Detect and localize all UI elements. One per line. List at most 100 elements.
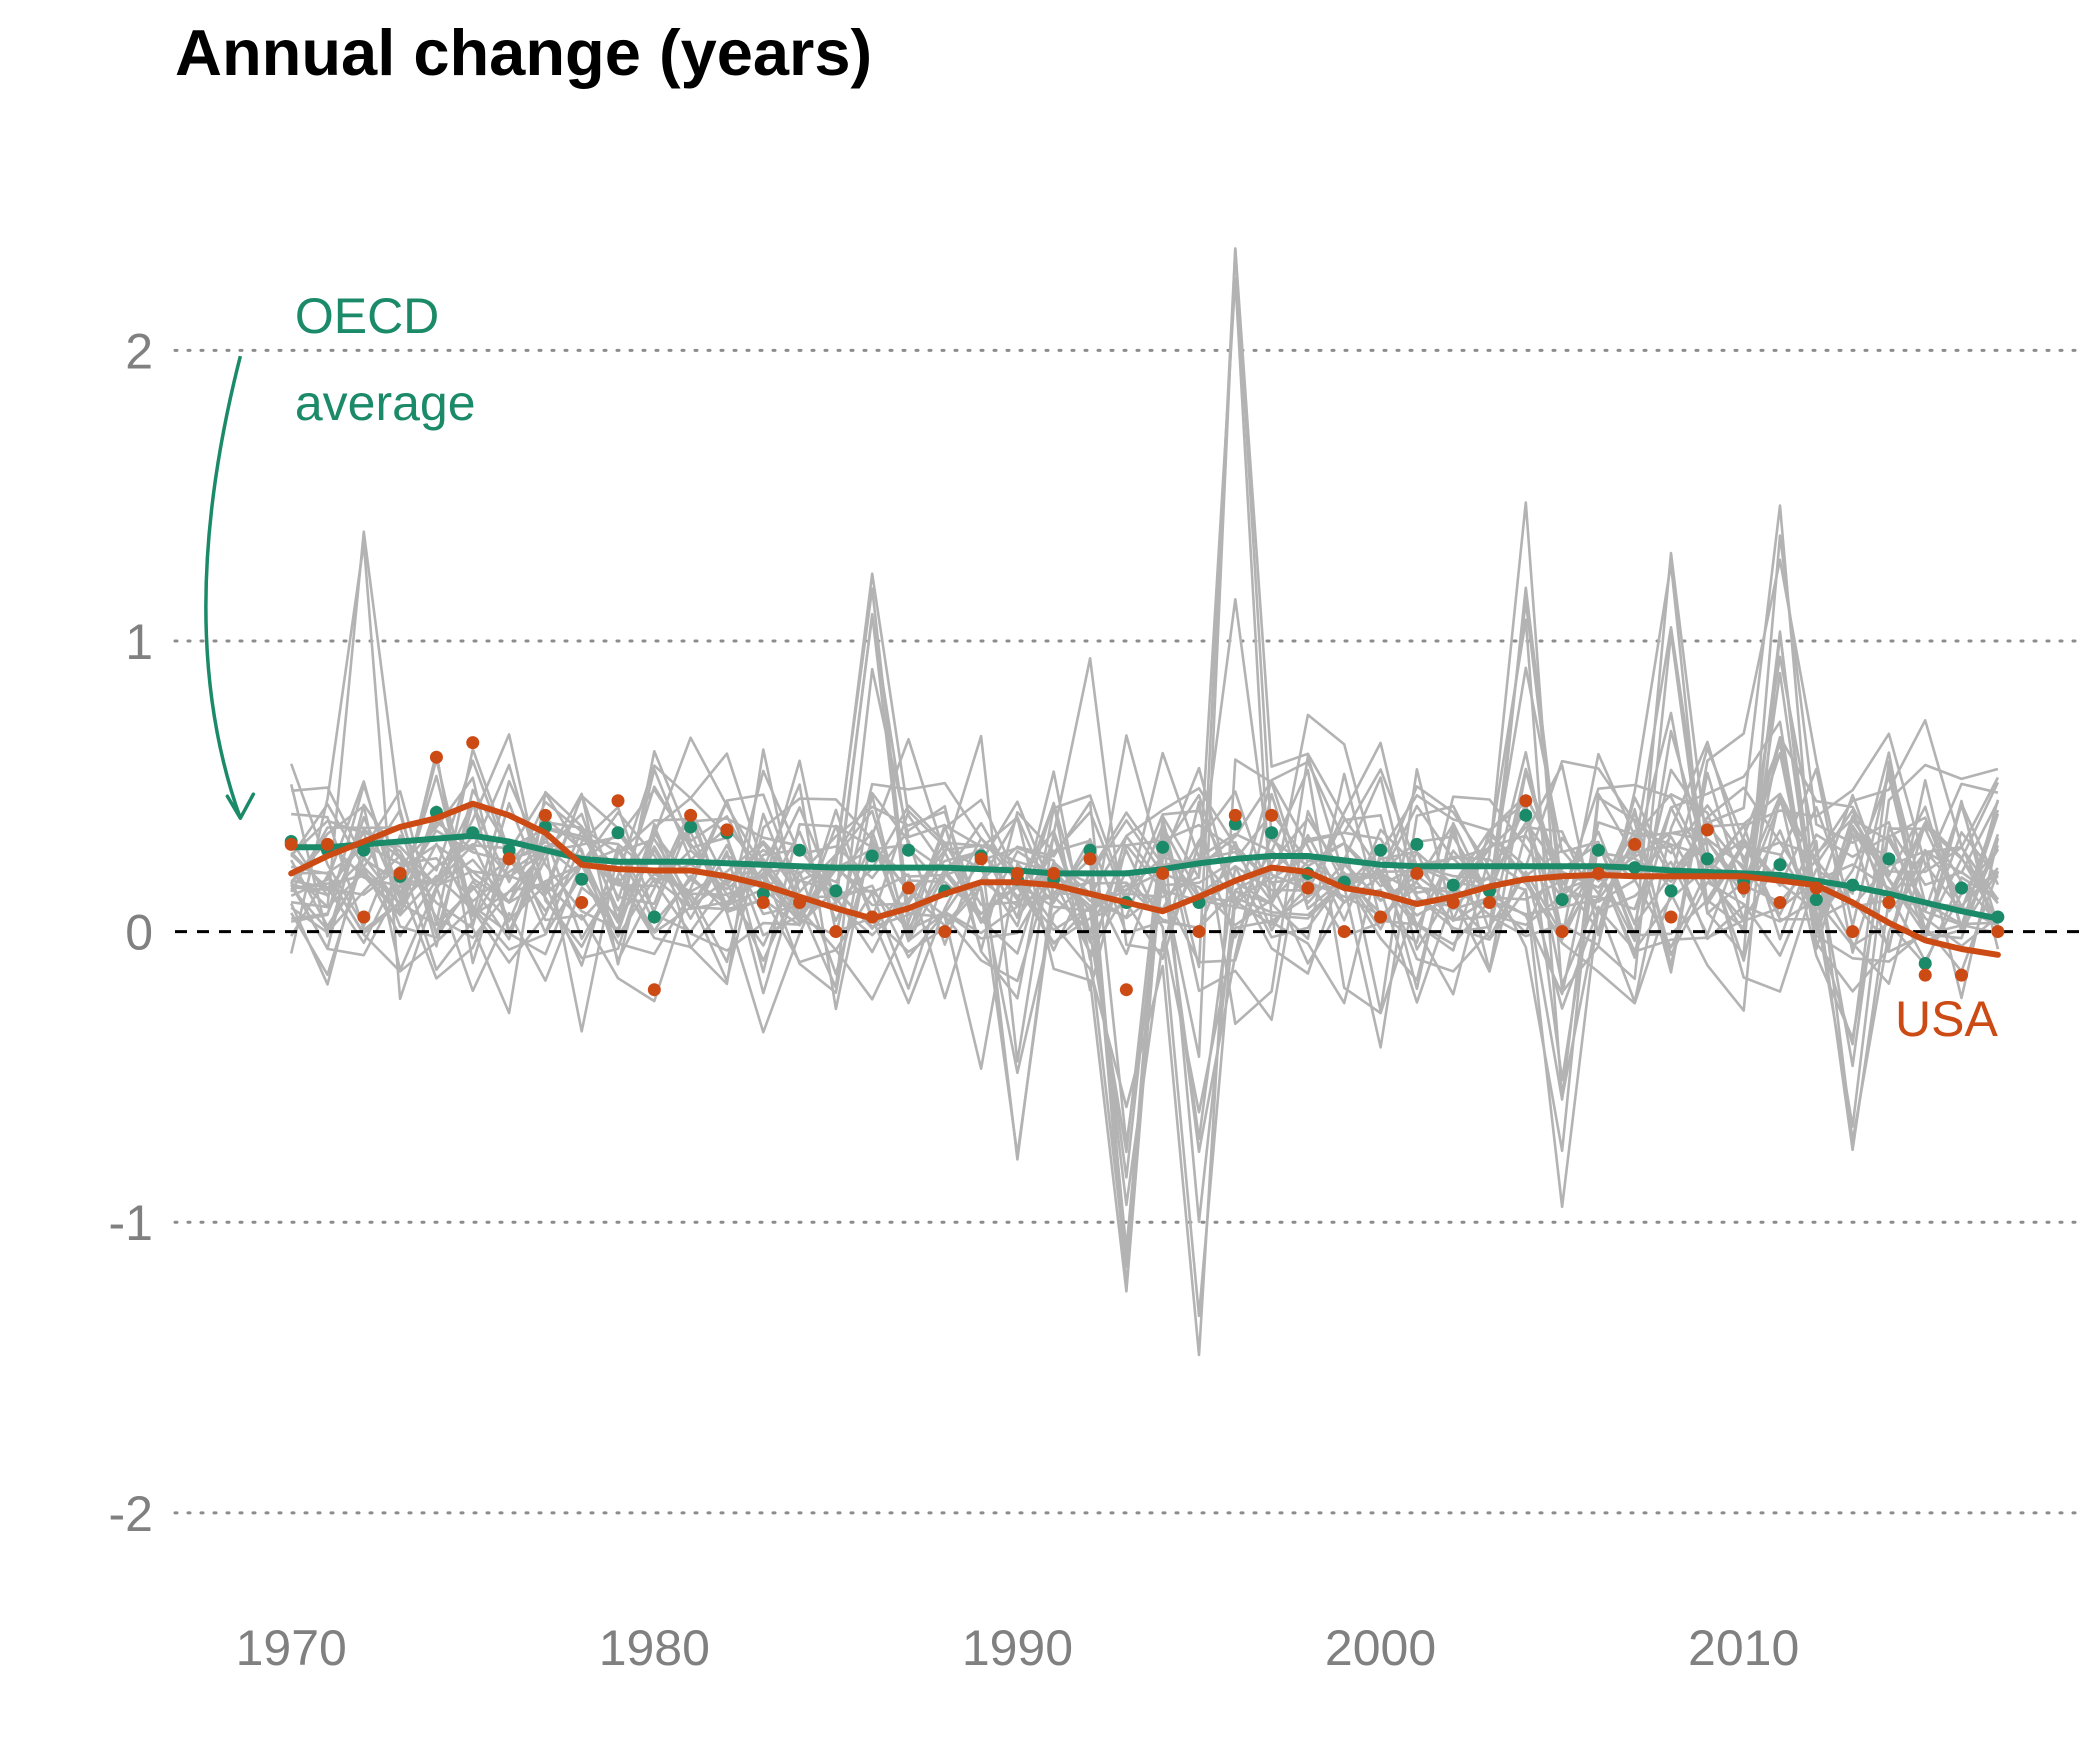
usa-point: [1482, 896, 1496, 909]
country-line: [290, 719, 2000, 1153]
usa-point: [1664, 910, 1678, 924]
usa-point: [1773, 896, 1787, 909]
y-tick-label: -2: [109, 1486, 153, 1542]
usa-point: [1846, 925, 1860, 939]
oecd-point: [793, 843, 807, 857]
usa-point: [466, 736, 480, 750]
country-line: [289, 541, 2000, 1004]
x-tick-label: 1990: [962, 1620, 1073, 1676]
oecd-point: [575, 872, 589, 886]
usa-point: [1737, 881, 1751, 895]
y-tick-label: 0: [125, 905, 153, 961]
y-tick-label: 1: [125, 614, 153, 670]
oecd-point: [684, 820, 698, 834]
usa-point: [1047, 866, 1061, 880]
oecd-point: [1410, 837, 1424, 851]
oecd-point: [901, 843, 915, 857]
country-lines-layer: [289, 247, 2000, 1357]
usa-point: [1119, 983, 1133, 997]
usa-trend-line: [288, 800, 2001, 958]
oecd-point: [357, 843, 371, 857]
usa-point: [647, 983, 661, 997]
annotation-layer: OECD average USA: [204, 288, 1998, 1047]
usa-point: [1156, 866, 1170, 880]
usa-point: [321, 837, 335, 851]
oecd-point: [1991, 910, 2005, 924]
arrowhead-icon: [225, 792, 256, 820]
country-line: [290, 276, 1999, 1264]
usa-point: [1918, 968, 1932, 982]
usa-point: [502, 852, 516, 866]
oecd-point: [1664, 884, 1678, 898]
oecd-point: [1809, 893, 1823, 907]
usa-point: [938, 925, 952, 939]
tick-labels-layer: 2 1 0 -1 -2 1970 1980 1990 2000 2010: [109, 323, 1800, 1676]
usa-point: [1374, 910, 1388, 924]
usa-point: [1192, 925, 1206, 939]
usa-point: [865, 910, 879, 924]
usa-point: [829, 925, 843, 939]
usa-point: [1809, 881, 1823, 895]
oecd-point: [1446, 878, 1460, 892]
oecd-point: [1519, 808, 1533, 822]
oecd-point: [1628, 861, 1642, 875]
oecd-point: [1846, 878, 1860, 892]
usa-point: [1083, 852, 1097, 866]
usa-point: [575, 896, 589, 909]
country-line: [289, 247, 1998, 1268]
x-tick-label: 2000: [1325, 1620, 1436, 1676]
oecd-point: [1156, 840, 1170, 854]
usa-point: [1301, 881, 1315, 895]
oecd-point: [1265, 826, 1279, 840]
y-tick-label: 2: [125, 323, 153, 379]
oecd-point: [865, 849, 879, 863]
oecd-point: [1374, 843, 1388, 857]
usa-point: [611, 794, 625, 808]
usa-point: [1955, 968, 1969, 982]
oecd-point: [1555, 893, 1569, 907]
country-line: [290, 587, 1999, 1070]
oecd-point: [1591, 843, 1605, 857]
chart-title: Annual change (years): [175, 16, 872, 89]
y-tick-label: -1: [109, 1195, 153, 1251]
country-line: [290, 630, 2000, 1293]
oecd-point: [1773, 858, 1787, 872]
usa-point: [538, 808, 552, 822]
usa-point: [1628, 837, 1642, 851]
usa-point: [1265, 808, 1279, 822]
series-layer: [284, 736, 2005, 997]
usa-annotation: USA: [1895, 991, 1998, 1047]
usa-point: [1446, 896, 1460, 909]
usa-point: [357, 910, 371, 924]
x-tick-label: 1970: [236, 1620, 347, 1676]
oecd-point: [1882, 852, 1896, 866]
usa-point: [393, 866, 407, 880]
usa-point: [974, 852, 988, 866]
usa-point: [720, 823, 734, 837]
usa-point: [1010, 866, 1024, 880]
usa-point: [793, 896, 807, 909]
usa-point: [1700, 823, 1714, 837]
usa-point: [1591, 866, 1605, 880]
oecd-point: [1700, 852, 1714, 866]
usa-point: [901, 881, 915, 895]
usa-point: [1555, 925, 1569, 939]
oecd-point: [1955, 881, 1969, 895]
usa-point: [429, 750, 443, 764]
usa-point: [1228, 808, 1242, 822]
usa-point: [1337, 925, 1351, 939]
usa-point: [284, 837, 298, 851]
oecd-average-annotation: OECD: [295, 288, 439, 344]
oecd-point: [1918, 957, 1932, 971]
country-line: [289, 713, 1999, 1068]
oecd-average-annotation: average: [295, 375, 476, 431]
oecd-point: [647, 910, 661, 924]
oecd-annotation-arrow: [204, 355, 243, 819]
usa-point: [684, 808, 698, 822]
usa-point: [1519, 794, 1533, 808]
usa-point: [756, 896, 770, 909]
oecd-point: [829, 884, 843, 898]
x-tick-label: 1980: [599, 1620, 710, 1676]
country-line: [290, 671, 1999, 1082]
